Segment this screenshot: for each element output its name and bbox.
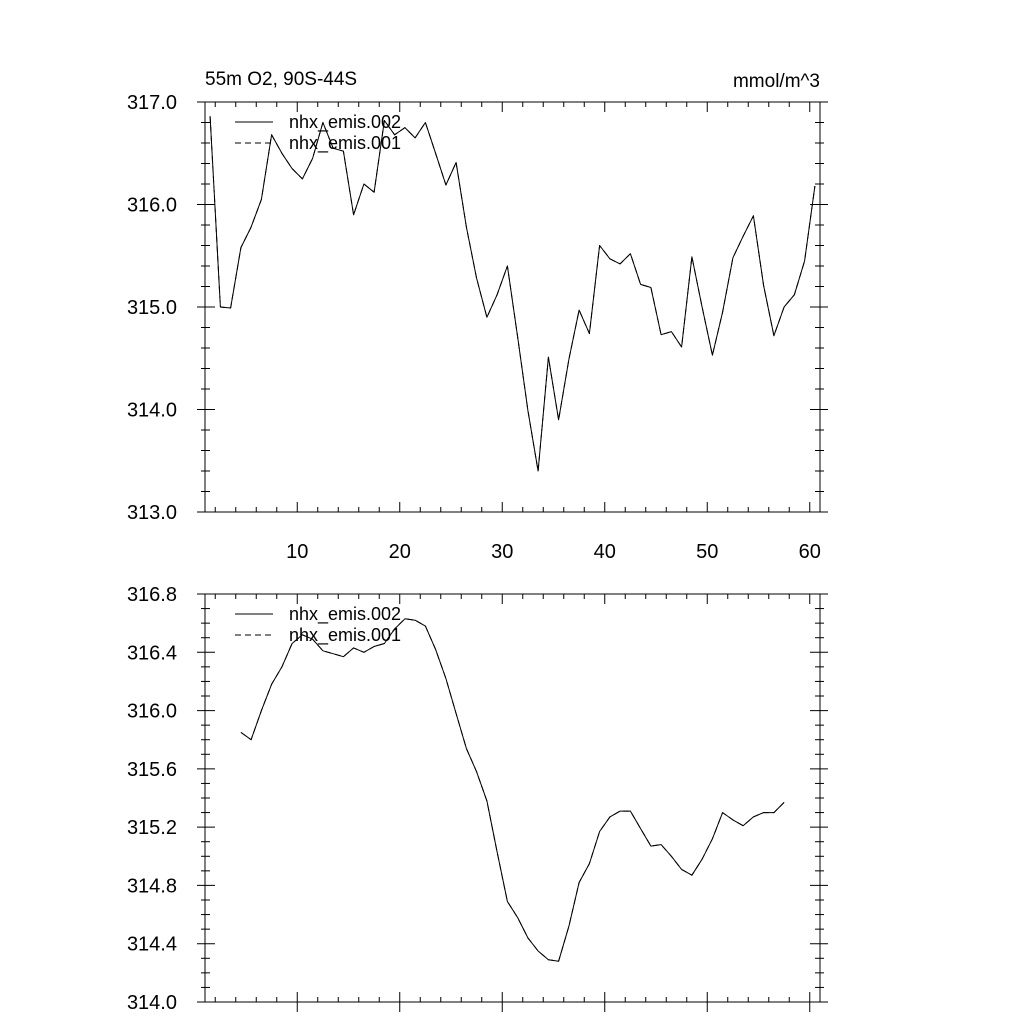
bottom-panel: 314.0 314.4 314.8 315.2 315.6 316.0 316.4 316.8… (127, 584, 828, 1014)
legend-label: nhx_emis.002 (289, 112, 401, 133)
plot-frame (204, 101, 821, 513)
x-tick-label: 10 (286, 541, 308, 563)
y-tick-label: 315.6 (127, 759, 177, 781)
y-tick-label: 315.2 (127, 817, 177, 839)
y-tick-label: 316.0 (127, 701, 177, 723)
y-tick-label: 315.0 (127, 297, 177, 319)
legend-label: nhx_emis.001 (289, 133, 401, 154)
y-tick-label: 314.0 (127, 400, 177, 422)
x-tick-label: 60 (799, 541, 821, 563)
plot-frame (204, 593, 821, 1003)
y-tick-label: 314.4 (127, 934, 177, 956)
y-tick-label: 314.8 (127, 875, 177, 897)
x-tick-label: 20 (389, 541, 411, 563)
chart-title-right: mmol/m^3 (733, 71, 820, 92)
series-line-nhx-emis-002 (209, 116, 816, 472)
series-line-nhx-emis-002 (240, 618, 785, 962)
y-tick-label: 317.0 (127, 92, 177, 114)
y-tick-label: 316.8 (127, 584, 177, 606)
x-tick-label: 30 (491, 541, 513, 563)
chart-title-left: 55m O2, 90S-44S (205, 69, 357, 90)
y-tick-label: 316.4 (127, 642, 177, 664)
legend-label: nhx_emis.002 (289, 604, 401, 625)
y-tick-label: 316.0 (127, 195, 177, 217)
x-tick-label: 50 (696, 541, 718, 563)
y-tick-label: 314.0 (127, 992, 177, 1014)
series-line-nhx-emis-001 (209, 116, 816, 472)
x-tick-label: 40 (594, 541, 616, 563)
legend-label: nhx_emis.001 (289, 625, 401, 646)
y-tick-label: 313.0 (127, 502, 177, 524)
top-panel: 10 20 30 40 50 60 313.0 314.0 315.0 316.0 317.0 55m… (127, 69, 828, 563)
